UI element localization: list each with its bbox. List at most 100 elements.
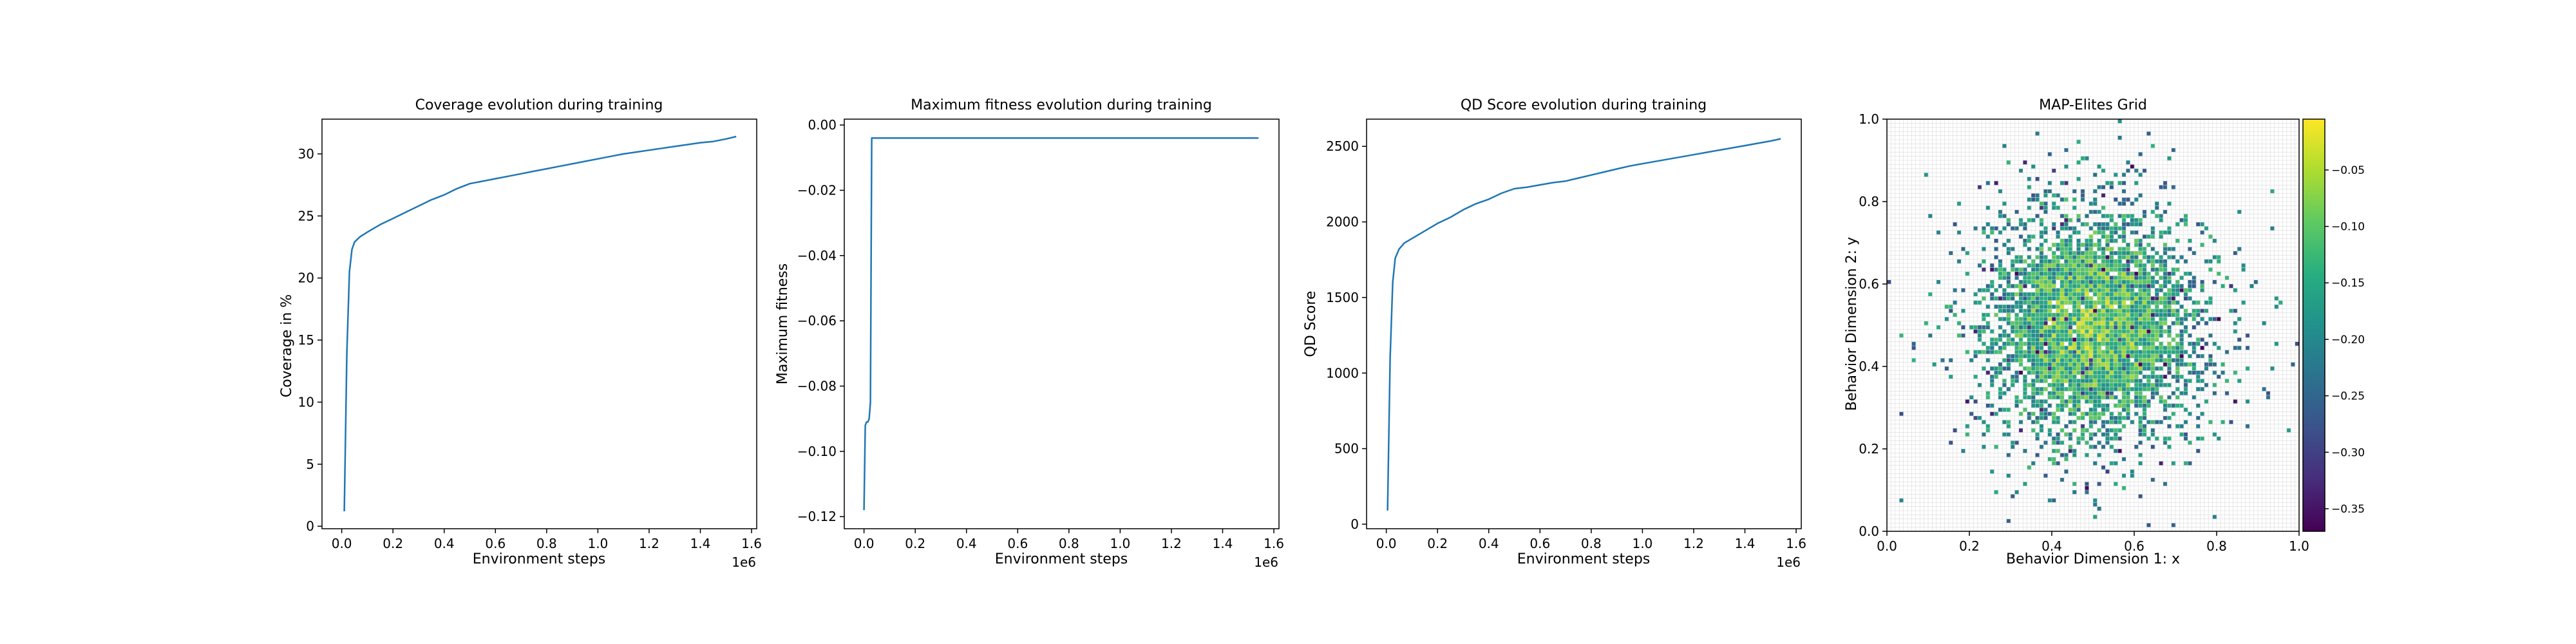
grid-cell — [2150, 366, 2155, 371]
grid-cell — [2229, 308, 2233, 314]
grid-cell — [2159, 284, 2164, 289]
grid-cell — [2138, 218, 2143, 223]
grid-cell — [2043, 333, 2048, 338]
grid-cell — [2031, 412, 2036, 417]
grid-cell — [2183, 259, 2188, 264]
grid-cell — [2047, 312, 2052, 317]
grid-cell — [2109, 312, 2114, 317]
grid-cell — [2064, 251, 2069, 256]
grid-cell — [2134, 321, 2139, 326]
grid-cell — [2167, 329, 2172, 334]
grid-cell — [2138, 321, 2143, 326]
grid-cell — [2035, 317, 2040, 321]
grid-cell — [2146, 350, 2151, 355]
grid-cell — [2097, 387, 2102, 392]
grid-cell — [2171, 312, 2176, 317]
grid-cell — [2093, 333, 2098, 338]
grid-cell — [1985, 325, 1991, 330]
grid-cell — [2060, 321, 2065, 326]
grid-cell — [2080, 267, 2085, 272]
grid-cell — [2088, 226, 2094, 231]
grid-cell — [2134, 271, 2139, 276]
grid-cell — [2047, 317, 2052, 321]
grid-cell — [2023, 391, 2027, 396]
grid-cell — [2121, 267, 2126, 272]
grid-cell — [2117, 267, 2123, 272]
grid-cell — [2167, 424, 2172, 429]
tick-label: −0.10 — [797, 444, 837, 459]
grid-cell — [1998, 230, 2003, 235]
grid-cell — [2159, 308, 2164, 314]
grid-cell — [2188, 461, 2192, 466]
grid-cell — [2018, 333, 2023, 338]
grid-cell — [1998, 308, 2003, 314]
grid-cell — [2114, 238, 2118, 243]
grid-cell — [2064, 337, 2069, 342]
grid-cell — [2109, 279, 2114, 285]
grid-cell — [2121, 251, 2126, 256]
grid-cell — [2121, 395, 2126, 400]
grid-cell — [2085, 321, 2089, 326]
grid-cell — [1953, 300, 1958, 305]
grid-cell — [2097, 346, 2102, 350]
grid-cell — [2027, 415, 2032, 421]
grid-cell — [2060, 408, 2065, 412]
grid-cell — [2109, 263, 2114, 268]
grid-cell — [2035, 453, 2040, 458]
grid-cell — [2155, 387, 2159, 392]
grid-cell — [2093, 432, 2098, 437]
grid-cell — [2188, 440, 2192, 445]
grid-cell — [2085, 333, 2089, 338]
grid-cell — [1973, 226, 1978, 231]
grid-cell — [2006, 308, 2011, 314]
grid-cell — [2060, 370, 2065, 375]
grid-cell — [2142, 432, 2147, 437]
grid-cell — [2097, 350, 2102, 355]
grid-cell — [2039, 374, 2044, 379]
grid-cell — [2188, 333, 2192, 338]
grid-cell — [2047, 267, 2052, 272]
grid-cell — [2221, 370, 2226, 375]
grid-cell — [2278, 300, 2283, 305]
grid-cell — [2064, 350, 2069, 355]
grid-cell — [2035, 432, 2040, 437]
grid-cell — [2241, 267, 2246, 272]
grid-cell — [2011, 354, 2015, 359]
grid-cell — [2109, 354, 2114, 359]
grid-cell — [2171, 284, 2176, 289]
grid-cell — [2101, 247, 2106, 252]
grid-cell — [2159, 325, 2164, 330]
grid-cell — [1965, 432, 1970, 437]
grid-cell — [2121, 333, 2126, 338]
grid-cell — [2072, 337, 2077, 342]
grid-cell — [2179, 341, 2184, 346]
grid-cell — [2031, 259, 2036, 264]
grid-cell — [2085, 305, 2089, 309]
grid-cell — [2002, 391, 2007, 396]
grid-cell — [2018, 420, 2023, 424]
grid-cell — [2175, 259, 2180, 264]
grid-cell — [2138, 276, 2143, 280]
grid-cell — [2056, 432, 2061, 437]
grid-cell — [2117, 354, 2123, 359]
grid-cell — [2175, 300, 2180, 305]
grid-cell — [2171, 255, 2176, 260]
grid-cell — [2109, 276, 2114, 280]
grid-cell — [2138, 428, 2143, 433]
grid-cell — [1961, 333, 1965, 338]
grid-cell — [2031, 292, 2036, 297]
grid-cell — [2121, 288, 2126, 293]
grid-cell — [2188, 379, 2192, 383]
grid-cell — [2047, 292, 2052, 297]
grid-cell — [2134, 383, 2139, 388]
grid-cell — [2121, 276, 2126, 280]
grid-cell — [2064, 243, 2069, 247]
grid-cell — [2155, 205, 2159, 211]
grid-cell — [2031, 308, 2036, 314]
grid-cell — [2060, 383, 2065, 388]
plot-area: 0.0 0.2 0.4 0.6 0.8 1.0 1.2 1.4 1.60500100015002… — [1326, 138, 1806, 551]
grid-cell — [2056, 387, 2061, 392]
grid-cell — [2002, 226, 2007, 231]
tick-label: 5 — [306, 457, 314, 472]
grid-cell — [2101, 279, 2106, 285]
